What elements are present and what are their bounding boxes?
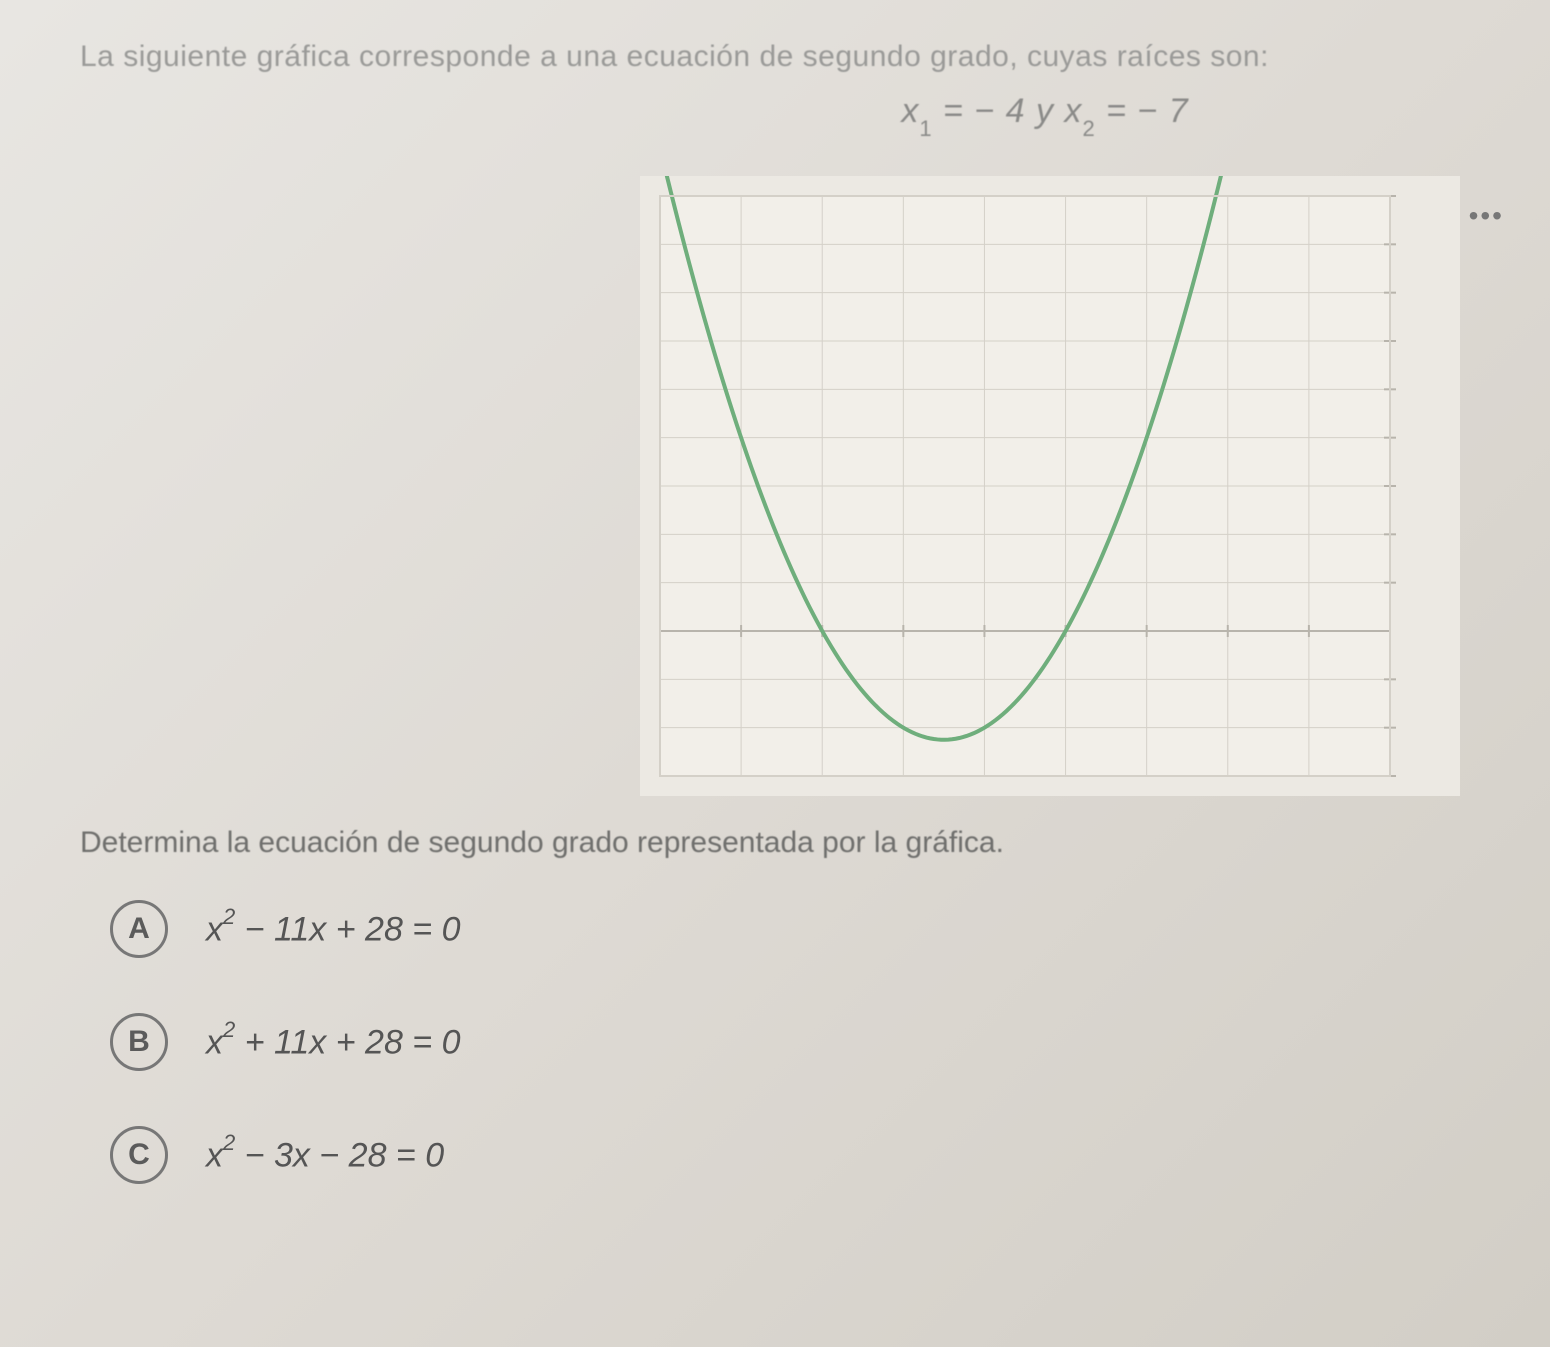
option-equation: x2 − 11x + 28 = 0 bbox=[206, 908, 461, 949]
options-list: A x2 − 11x + 28 = 0 B x2 + 11x + 28 = 0 … bbox=[110, 900, 1490, 1184]
roots-expression: x1 = − 4 y x2 = − 7 bbox=[80, 92, 1490, 136]
more-dots-icon: ••• bbox=[1469, 200, 1504, 232]
question-text: Determina la ecuación de segundo grado r… bbox=[80, 826, 1490, 860]
option-b[interactable]: B x2 + 11x + 28 = 0 bbox=[110, 1013, 1490, 1071]
option-letter: C bbox=[110, 1126, 168, 1184]
option-a[interactable]: A x2 − 11x + 28 = 0 bbox=[110, 900, 1490, 958]
option-letter: A bbox=[110, 900, 168, 958]
option-equation: x2 − 3x − 28 = 0 bbox=[206, 1134, 444, 1175]
option-c[interactable]: C x2 − 3x − 28 = 0 bbox=[110, 1126, 1490, 1184]
intro-text: La siguiente gráfica corresponde a una e… bbox=[80, 40, 1490, 74]
parabola-chart: ••• bbox=[640, 176, 1460, 796]
chart-svg bbox=[640, 176, 1460, 796]
option-letter: B bbox=[110, 1013, 168, 1071]
option-equation: x2 + 11x + 28 = 0 bbox=[206, 1021, 461, 1062]
